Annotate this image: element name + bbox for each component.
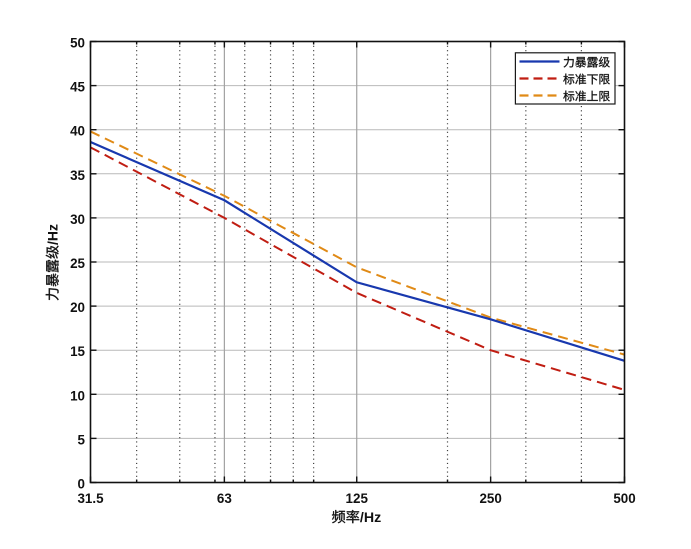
svg-text:63: 63 (217, 491, 232, 506)
svg-text:250: 250 (479, 491, 501, 506)
svg-text:40: 40 (70, 124, 85, 139)
svg-text:35: 35 (70, 168, 85, 183)
svg-text:5: 5 (78, 432, 86, 447)
svg-text:45: 45 (70, 80, 85, 95)
svg-text:125: 125 (346, 491, 369, 506)
svg-text:10: 10 (70, 388, 85, 403)
svg-text:31.5: 31.5 (77, 491, 104, 506)
svg-text:50: 50 (70, 36, 85, 51)
svg-text:/Hz: /Hz (45, 224, 61, 245)
svg-text:/Hz: /Hz (360, 510, 381, 526)
svg-text:0: 0 (78, 477, 85, 492)
svg-text:500: 500 (613, 491, 635, 506)
svg-text:30: 30 (70, 212, 85, 227)
svg-text:25: 25 (70, 256, 85, 271)
svg-text:20: 20 (70, 300, 85, 315)
svg-text:15: 15 (70, 344, 85, 359)
